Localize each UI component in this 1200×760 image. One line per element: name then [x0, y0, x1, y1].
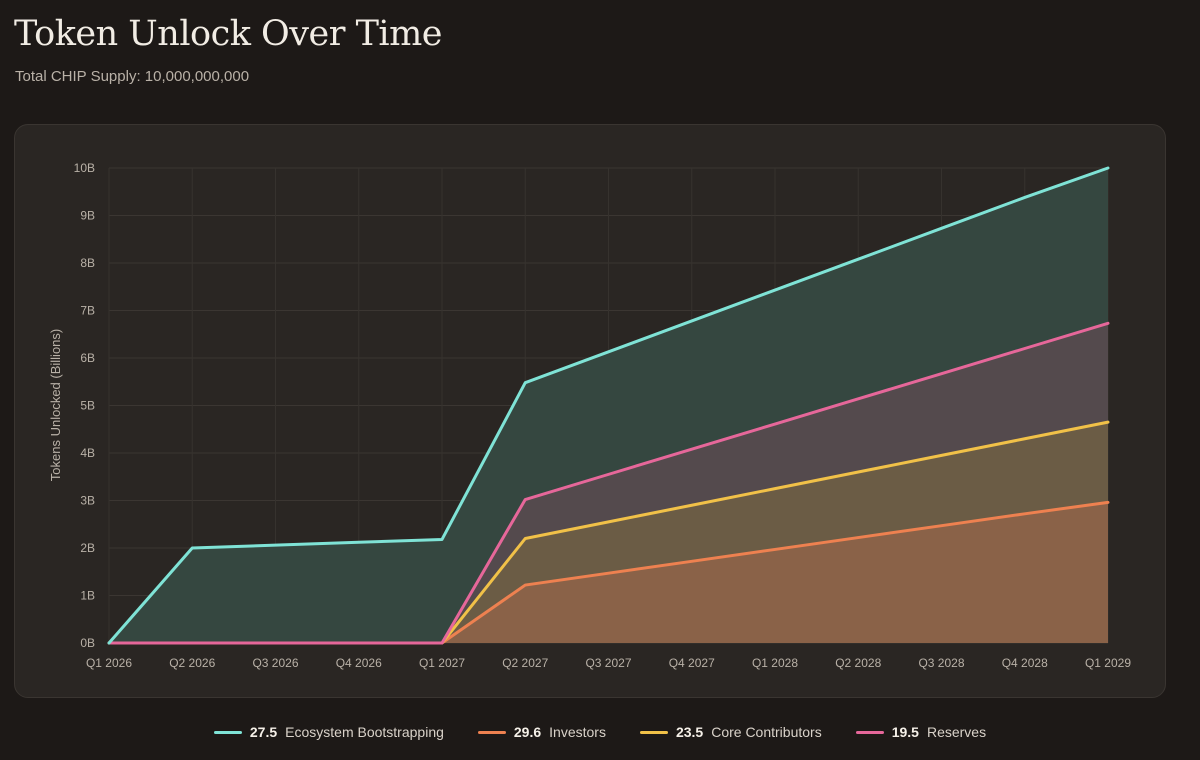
x-tick-label: Q4 2028	[1002, 656, 1048, 670]
legend-swatch	[639, 730, 668, 734]
x-tick-label: Q2 2028	[835, 656, 881, 670]
legend-label: Reserves	[926, 724, 987, 740]
y-tick-label: 2B	[80, 541, 95, 555]
y-tick-label: 8B	[80, 256, 95, 270]
y-tick-label: 3B	[80, 494, 95, 508]
axis-layer: 0B 1B 2B 3B 4B 5B 6B 7B 8B 9B 10B Q1 2026 Q2 2026 Q3 …	[74, 161, 1132, 670]
legend-item-ecosystem-bootstrapping[interactable]: 27.5 Ecosystem Bootstrapping	[213, 724, 444, 740]
legend-swatch	[855, 730, 884, 734]
chart-legend: 27.5 Ecosystem Bootstrapping 29.6 Investors…	[0, 724, 1200, 740]
legend-item-reserves[interactable]: 19.5 Reserves	[855, 724, 987, 740]
x-tick-label: Q1 2028	[752, 656, 798, 670]
line-layer	[107, 166, 1110, 645]
legend-swatch	[213, 730, 242, 734]
y-tick-label: 5B	[80, 399, 95, 413]
x-tick-label: Q4 2027	[669, 656, 715, 670]
line-ecosystem-bootstrapping	[107, 166, 1110, 645]
x-tick-label: Q1 2029	[1085, 656, 1131, 670]
x-tick-label: Q3 2028	[918, 656, 964, 670]
legend-swatch	[477, 730, 506, 734]
y-tick-label: 6B	[80, 351, 95, 365]
x-tick-label: Q3 2027	[585, 656, 631, 670]
legend-item-investors[interactable]: 29.6 Investors	[477, 724, 606, 740]
y-tick-label: 0B	[80, 636, 95, 650]
x-tick-label: Q2 2027	[502, 656, 548, 670]
y-axis-label: Tokens Unlocked (Billions)	[48, 329, 63, 481]
legend-value: 23.5	[675, 724, 704, 740]
x-tick-label: Q4 2026	[336, 656, 382, 670]
x-tick-label: Q1 2026	[86, 656, 132, 670]
line-reserves	[107, 321, 1110, 645]
x-tick-label: Q3 2026	[252, 656, 298, 670]
y-tick-label: 1B	[80, 589, 95, 603]
page-subtitle: Total CHIP Supply: 10,000,000,000	[15, 68, 250, 85]
legend-value: 27.5	[249, 724, 278, 740]
y-tick-label: 4B	[80, 446, 95, 460]
legend-value: 19.5	[891, 724, 919, 740]
y-tick-label: 10B	[74, 161, 95, 175]
page-title: Token Unlock Over Time	[14, 14, 443, 54]
y-tick-label: 7B	[80, 304, 95, 318]
x-tick-label: Q1 2027	[419, 656, 465, 670]
legend-label: Ecosystem Bootstrapping	[285, 724, 444, 740]
legend-label: Investors	[549, 724, 606, 740]
legend-value: 29.6	[513, 724, 542, 740]
x-tick-label: Q2 2026	[169, 656, 215, 670]
legend-item-core-contributors[interactable]: 23.5 Core Contributors	[639, 724, 822, 740]
legend-label: Core Contributors	[711, 724, 822, 740]
y-tick-label: 9B	[80, 209, 95, 223]
